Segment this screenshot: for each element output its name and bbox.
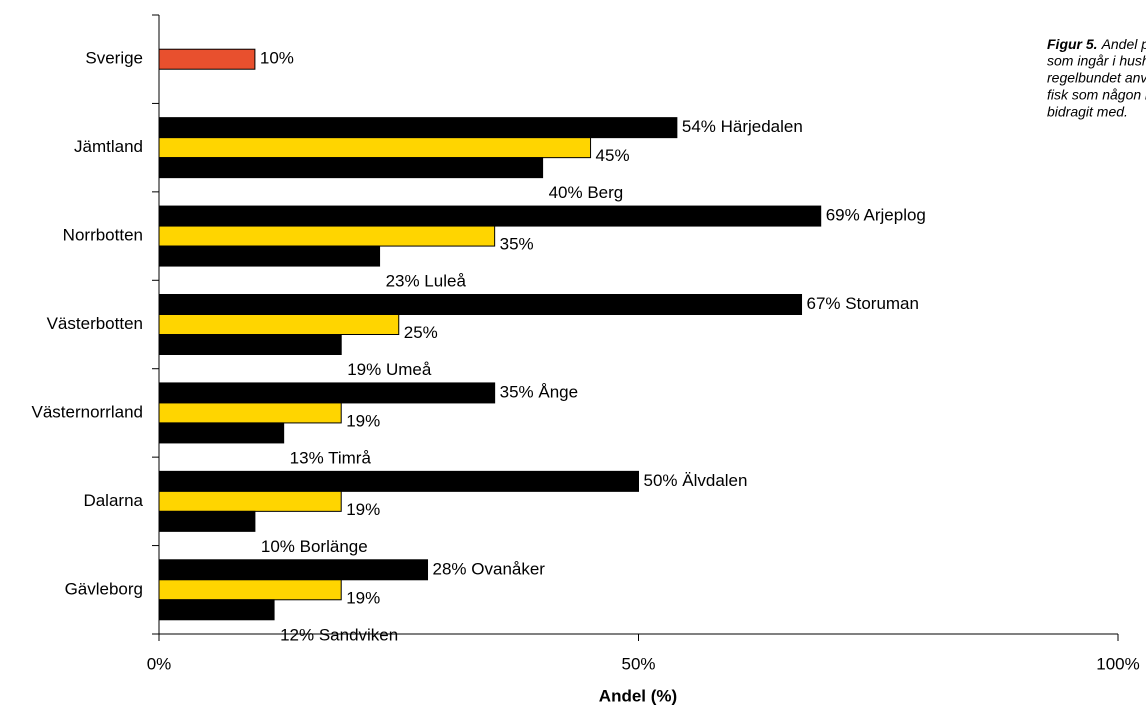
value-label: 50% Älvdalen [644,471,748,490]
value-label: 19% Umeå [347,360,432,379]
value-label: 35% [500,235,534,254]
x-axis-title: Andel (%) [599,686,677,705]
annotation-text: som ingår i hushåll som [1047,53,1146,69]
bar [158,314,400,335]
bar [158,559,429,581]
value-label: 40% Berg [549,183,624,202]
bar [158,48,256,70]
bar [158,225,496,247]
value-label: 10% Borlänge [261,537,368,556]
value-label: 25% [404,323,438,342]
value-label: 19% [346,411,380,430]
annotation: Figur 5.Andel personer [1047,36,1146,52]
bar [158,205,822,227]
y-tick-label: Västerbotten [47,314,143,333]
bar [158,599,275,621]
bar [158,137,592,159]
annotation-text: Andel personer [1101,36,1146,52]
bar [158,422,285,444]
bar [158,402,342,424]
value-label: 69% Arjeplog [826,206,926,225]
value-label: 35% Ånge [500,382,578,401]
value-label: 12% Sandviken [280,625,398,644]
value-label: 19% [346,500,380,519]
x-tick-label: 0% [147,654,172,673]
y-tick-label: Norrbotten [63,226,143,245]
x-tick-label: 50% [621,654,655,673]
value-label: 23% Luleå [386,272,467,291]
y-tick-label: Västernorrland [31,402,143,421]
annotation-text: fisk som någon i hushållet [1047,87,1146,103]
y-tick-label: Sverige [85,49,143,68]
annotation-lead: Figur 5. [1047,36,1098,52]
bar [158,157,544,179]
y-tick-label: Dalarna [83,491,143,510]
bar [158,510,256,532]
bar [158,294,803,315]
y-tick-label: Gävleborg [65,579,143,598]
bar [158,579,342,601]
bar [158,490,342,512]
bar [158,382,496,404]
value-label: 13% Timrå [290,448,372,467]
value-label: 28% Ovanåker [433,559,546,578]
bar [158,245,381,267]
x-tick-label: 100% [1096,654,1139,673]
value-label: 54% Härjedalen [682,117,803,136]
value-label: 45% [596,146,630,165]
bar [158,470,639,492]
annotation-text: regelbundet använder [1047,70,1146,86]
value-label: 67% Storuman [807,294,919,313]
bar [158,117,678,139]
value-label: 19% [346,588,380,607]
bar [158,334,342,355]
value-label: 10% [260,49,294,68]
annotation-text: bidragit med. [1047,104,1128,120]
y-tick-label: Jämtland [74,137,143,156]
